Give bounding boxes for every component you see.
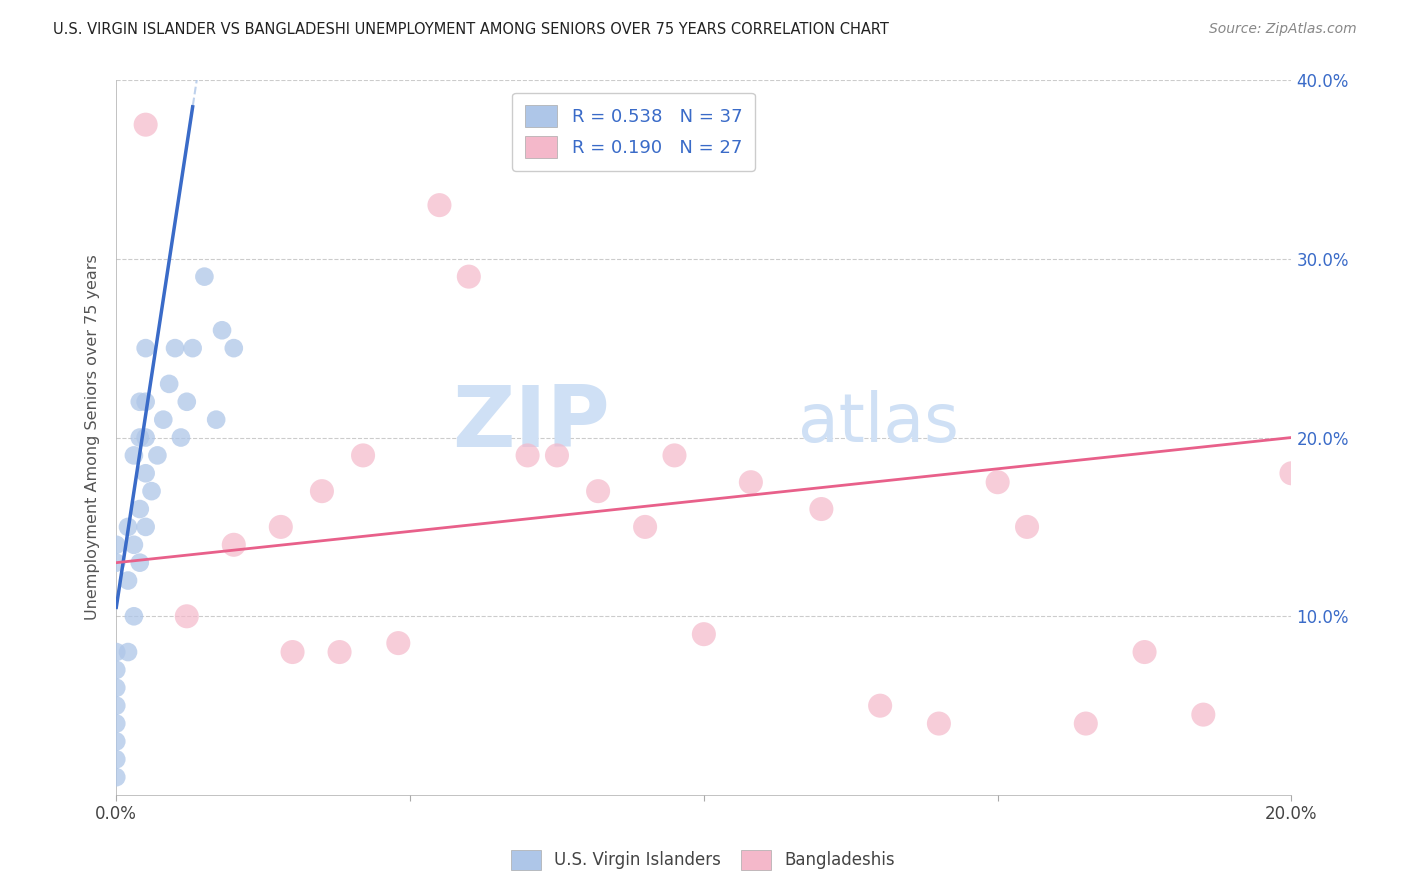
Point bbox=[157, 376, 180, 391]
Text: atlas: atlas bbox=[797, 390, 959, 456]
Point bbox=[117, 574, 139, 588]
Point bbox=[740, 475, 762, 490]
Point bbox=[664, 449, 686, 463]
Point bbox=[135, 341, 157, 355]
Point bbox=[152, 412, 174, 426]
Point bbox=[105, 734, 128, 748]
Point bbox=[586, 484, 609, 499]
Point bbox=[222, 538, 245, 552]
Point bbox=[135, 430, 157, 444]
Point bbox=[352, 449, 374, 463]
Point bbox=[634, 520, 657, 534]
Point bbox=[105, 752, 128, 766]
Text: U.S. VIRGIN ISLANDER VS BANGLADESHI UNEMPLOYMENT AMONG SENIORS OVER 75 YEARS COR: U.S. VIRGIN ISLANDER VS BANGLADESHI UNEM… bbox=[53, 22, 890, 37]
Point bbox=[135, 520, 157, 534]
Point bbox=[105, 645, 128, 659]
Point bbox=[128, 502, 150, 516]
Point bbox=[1133, 645, 1156, 659]
Point bbox=[1192, 707, 1215, 722]
Point bbox=[122, 449, 145, 463]
Point bbox=[105, 663, 128, 677]
Point bbox=[146, 449, 169, 463]
Legend: R = 0.538   N = 37, R = 0.190   N = 27: R = 0.538 N = 37, R = 0.190 N = 27 bbox=[512, 93, 755, 171]
Point bbox=[122, 609, 145, 624]
Point bbox=[176, 394, 198, 409]
Point bbox=[1015, 520, 1038, 534]
Point bbox=[987, 475, 1010, 490]
Point bbox=[270, 520, 292, 534]
Point bbox=[869, 698, 891, 713]
Point bbox=[105, 538, 128, 552]
Point bbox=[135, 467, 157, 481]
Point bbox=[387, 636, 409, 650]
Point bbox=[122, 538, 145, 552]
Point bbox=[329, 645, 352, 659]
Point bbox=[429, 198, 451, 212]
Point bbox=[163, 341, 186, 355]
Point bbox=[193, 269, 215, 284]
Point bbox=[105, 556, 128, 570]
Point bbox=[105, 681, 128, 695]
Point bbox=[176, 609, 198, 624]
Point bbox=[135, 118, 157, 132]
Point bbox=[222, 341, 245, 355]
Point bbox=[170, 430, 193, 444]
Point bbox=[1074, 716, 1097, 731]
Point bbox=[810, 502, 832, 516]
Point bbox=[211, 323, 233, 337]
Point bbox=[693, 627, 716, 641]
Point bbox=[516, 449, 538, 463]
Point bbox=[546, 449, 568, 463]
Y-axis label: Unemployment Among Seniors over 75 years: Unemployment Among Seniors over 75 years bbox=[86, 254, 100, 621]
Point bbox=[128, 556, 150, 570]
Text: ZIP: ZIP bbox=[453, 382, 610, 465]
Point bbox=[105, 716, 128, 731]
Point bbox=[457, 269, 479, 284]
Point bbox=[141, 484, 163, 499]
Point bbox=[105, 698, 128, 713]
Text: Source: ZipAtlas.com: Source: ZipAtlas.com bbox=[1209, 22, 1357, 37]
Point bbox=[181, 341, 204, 355]
Point bbox=[117, 645, 139, 659]
Point bbox=[117, 520, 139, 534]
Legend: U.S. Virgin Islanders, Bangladeshis: U.S. Virgin Islanders, Bangladeshis bbox=[505, 843, 901, 877]
Point bbox=[311, 484, 333, 499]
Point bbox=[128, 394, 150, 409]
Point bbox=[128, 430, 150, 444]
Point bbox=[928, 716, 950, 731]
Point bbox=[205, 412, 228, 426]
Point bbox=[1281, 467, 1303, 481]
Point bbox=[281, 645, 304, 659]
Point bbox=[105, 770, 128, 784]
Point bbox=[135, 394, 157, 409]
